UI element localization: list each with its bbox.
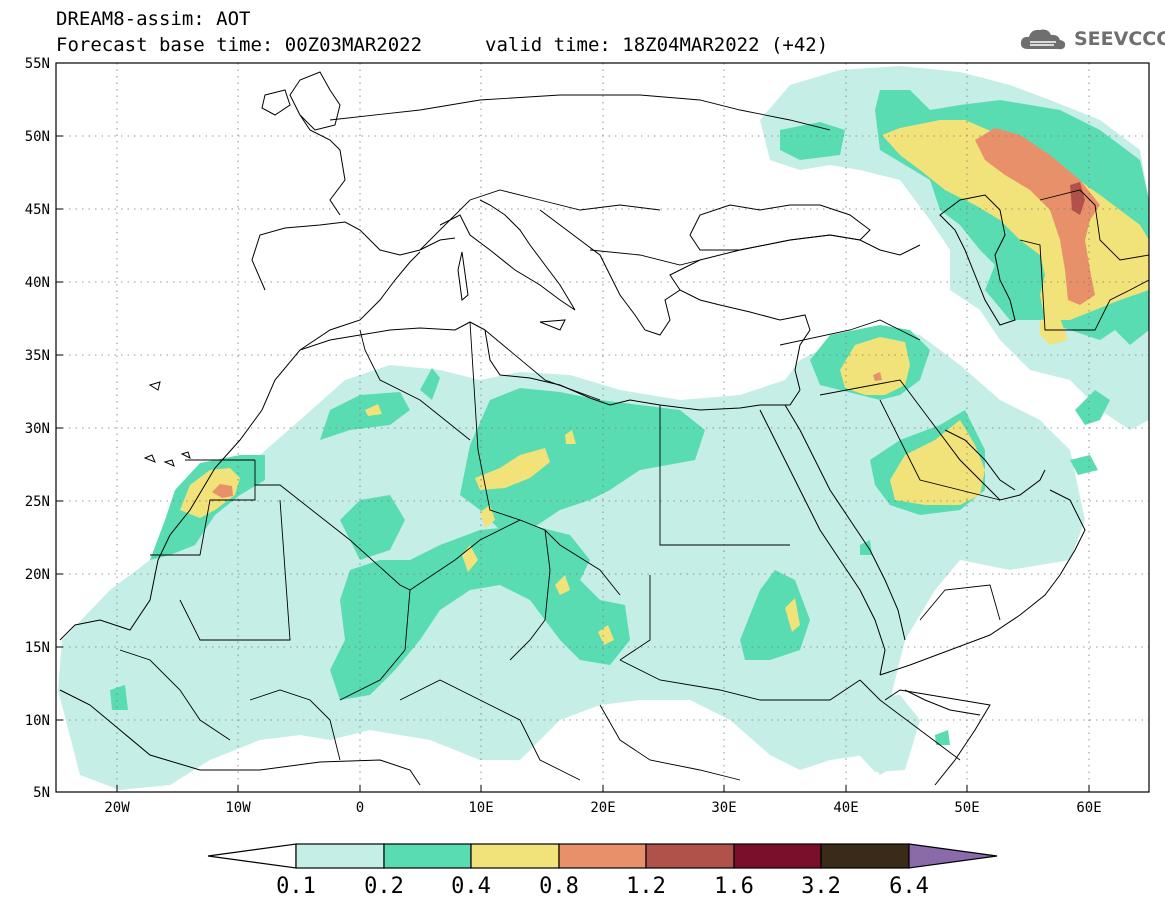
forecast-base-time: Forecast base time: 00Z03MAR2022 xyxy=(56,34,423,56)
colorbar-label: 1.2 xyxy=(626,874,666,899)
lat-label: 5N xyxy=(33,785,50,801)
lat-labels: 55N 50N 45N 40N 35N 30N 25N 20N 15N 10N … xyxy=(25,56,50,801)
colorbar-label: 6.4 xyxy=(889,874,929,899)
lon-label: 20W xyxy=(104,800,130,816)
colorbar-segment xyxy=(558,843,647,869)
chart-title: DREAM8-assim: AOT xyxy=(56,8,251,30)
lat-label: 40N xyxy=(25,275,50,291)
lon-label: 0 xyxy=(356,800,364,816)
colorbar-segment xyxy=(733,843,822,869)
lat-label: 35N xyxy=(25,348,50,364)
colorbar-label: 0.2 xyxy=(364,874,404,899)
aot-brown-areas xyxy=(1070,182,1085,215)
valid-time: valid time: 18Z04MAR2022 (+42) xyxy=(485,34,829,56)
colorbar-label: 3.2 xyxy=(801,874,841,899)
lon-label: 10W xyxy=(225,800,251,816)
lat-label: 15N xyxy=(25,640,50,656)
colorbar-label: 1.6 xyxy=(714,874,754,899)
lon-label: 30E xyxy=(711,800,736,816)
country-borders xyxy=(119,94,1149,781)
lon-label: 40E xyxy=(833,800,858,816)
lat-label: 20N xyxy=(25,567,50,583)
tick-marks xyxy=(56,62,1090,793)
lon-label: 60E xyxy=(1076,800,1101,816)
cloud-logo-icon xyxy=(1020,29,1066,50)
lon-label: 20E xyxy=(590,800,615,816)
colorbar-label: 0.1 xyxy=(276,874,316,899)
gridlines xyxy=(56,63,1149,792)
colorbar-segment xyxy=(295,843,385,869)
seevccc-logo: SEEVCCC xyxy=(1018,25,1165,53)
lon-label: 50E xyxy=(954,800,979,816)
aot-orange-areas xyxy=(212,128,1100,498)
colorbar-label: 0.4 xyxy=(451,874,491,899)
lat-label: 50N xyxy=(25,129,50,145)
lon-label: 10E xyxy=(468,800,493,816)
colorbar-labels: 0.1 0.2 0.4 0.8 1.2 1.6 3.2 6.4 xyxy=(276,874,929,899)
lat-label: 55N xyxy=(25,56,50,72)
lat-label: 45N xyxy=(25,202,50,218)
colorbar-segment xyxy=(470,843,560,869)
colorbar-upper-arrow xyxy=(908,843,998,869)
colorbar xyxy=(207,843,998,869)
logo-text: SEEVCCC xyxy=(1074,28,1165,50)
colorbar-segment xyxy=(820,843,910,869)
colorbar-segment xyxy=(383,843,472,869)
colorbar-lower-arrow xyxy=(207,843,297,869)
lat-label: 25N xyxy=(25,494,50,510)
coastlines xyxy=(59,71,1086,786)
lat-label: 10N xyxy=(25,713,50,729)
lat-label: 30N xyxy=(25,421,50,437)
lon-labels: 20W 10W 0 10E 20E 30E 40E 50E 60E xyxy=(104,800,1101,816)
colorbar-segment xyxy=(645,843,735,869)
colorbar-label: 0.8 xyxy=(539,874,579,899)
